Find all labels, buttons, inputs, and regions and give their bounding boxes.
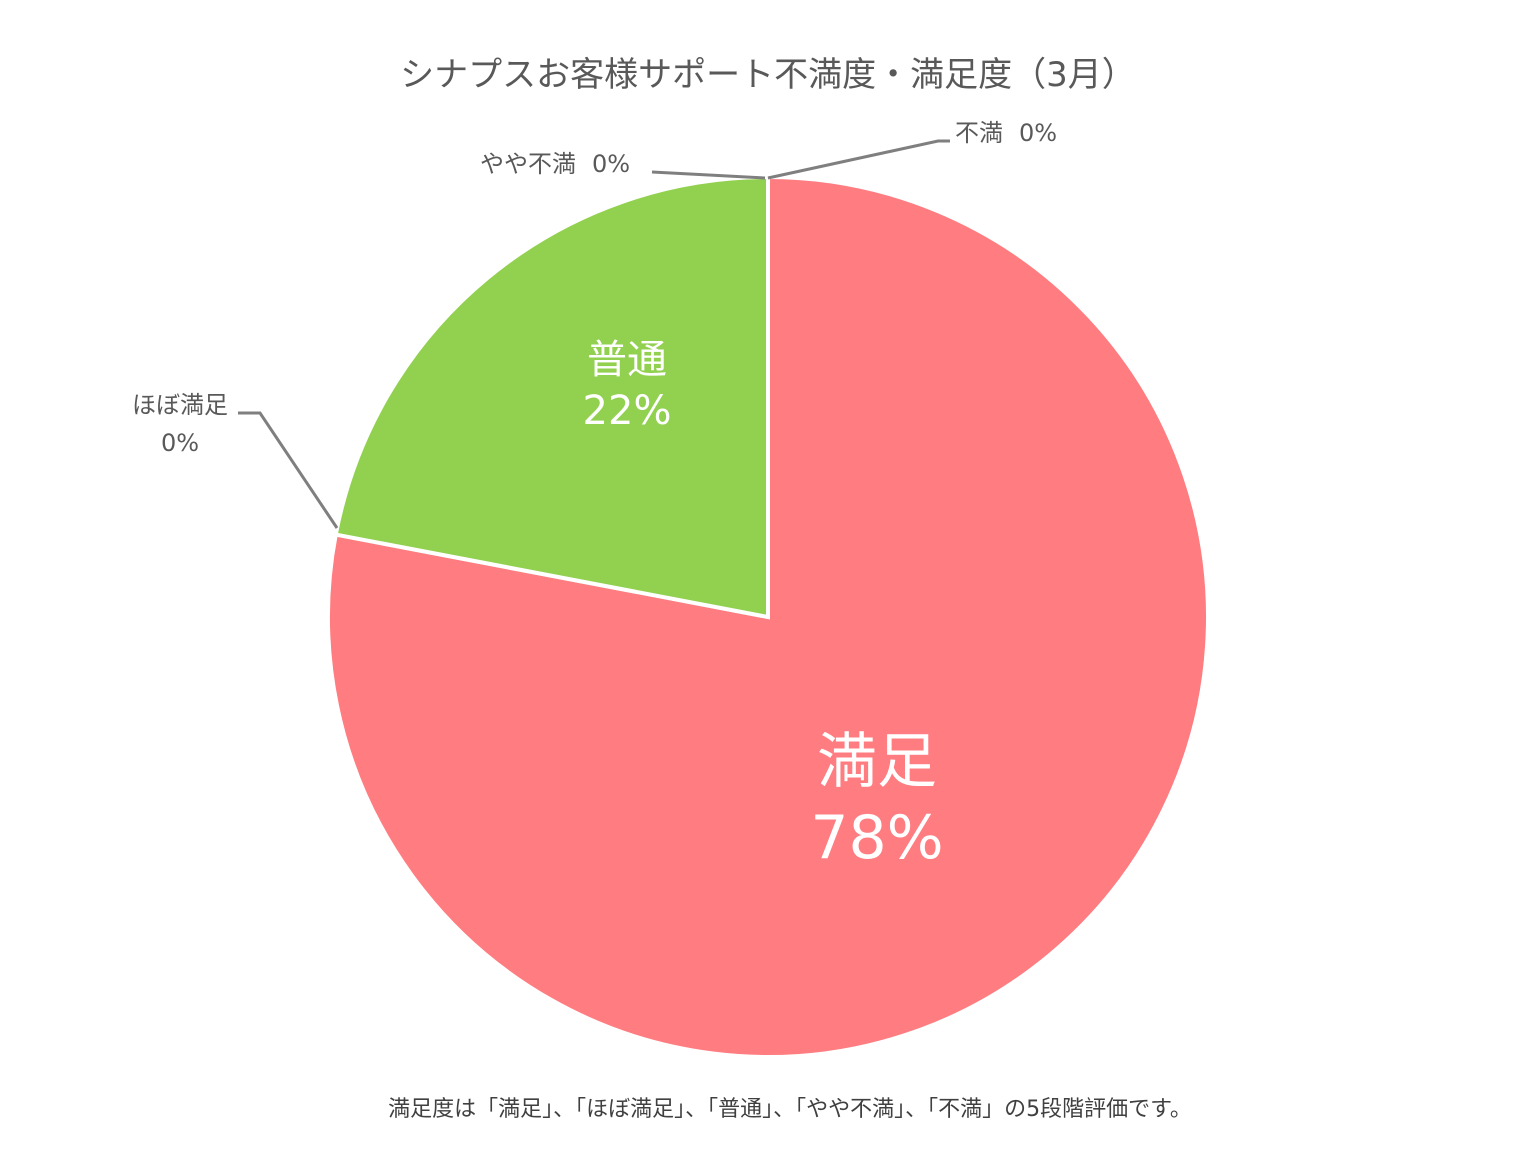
pie-slice-0: [326, 174, 1210, 1059]
leader-line-hobo-manzoku: [238, 411, 339, 529]
slice-label-fuman-name: 不満: [955, 119, 1003, 147]
leader-line-fuman: [767, 139, 950, 180]
slice-label-hobo-manzoku-name: ほぼ満足: [132, 391, 228, 419]
slice-label-futsuu: 普通 22%: [583, 337, 672, 434]
pie-slice-2: [333, 174, 770, 620]
slice-label-yaya-fuman: やや不満 0%: [480, 150, 630, 178]
slice-label-fuman-value: 0%: [1019, 119, 1057, 147]
slice-label-yaya-fuman-name: やや不満: [480, 150, 576, 178]
slice-label-futsuu-name: 普通: [587, 337, 667, 383]
slice-label-yaya-fuman-value: 0%: [592, 150, 630, 178]
slice-label-manzoku-name: 満足: [817, 727, 937, 797]
leader-line-yaya-fuman: [651, 170, 766, 180]
pie-slices: [326, 174, 1210, 1059]
slice-label-manzoku: 満足 78%: [810, 727, 943, 873]
chart-title: シナプスお客様サポート不満度・満足度（3月）: [400, 55, 1136, 95]
slice-label-hobo-manzoku-value: 0%: [161, 429, 199, 457]
slice-label-manzoku-value: 78%: [810, 803, 943, 873]
slice-label-futsuu-value: 22%: [583, 388, 672, 434]
slice-label-fuman: 不満 0%: [955, 119, 1057, 147]
chart-footnote: 満足度は「満足」、「ほぼ満足」、「普通」、「やや不満」、「不満」の5段階評価です…: [388, 1097, 1192, 1122]
